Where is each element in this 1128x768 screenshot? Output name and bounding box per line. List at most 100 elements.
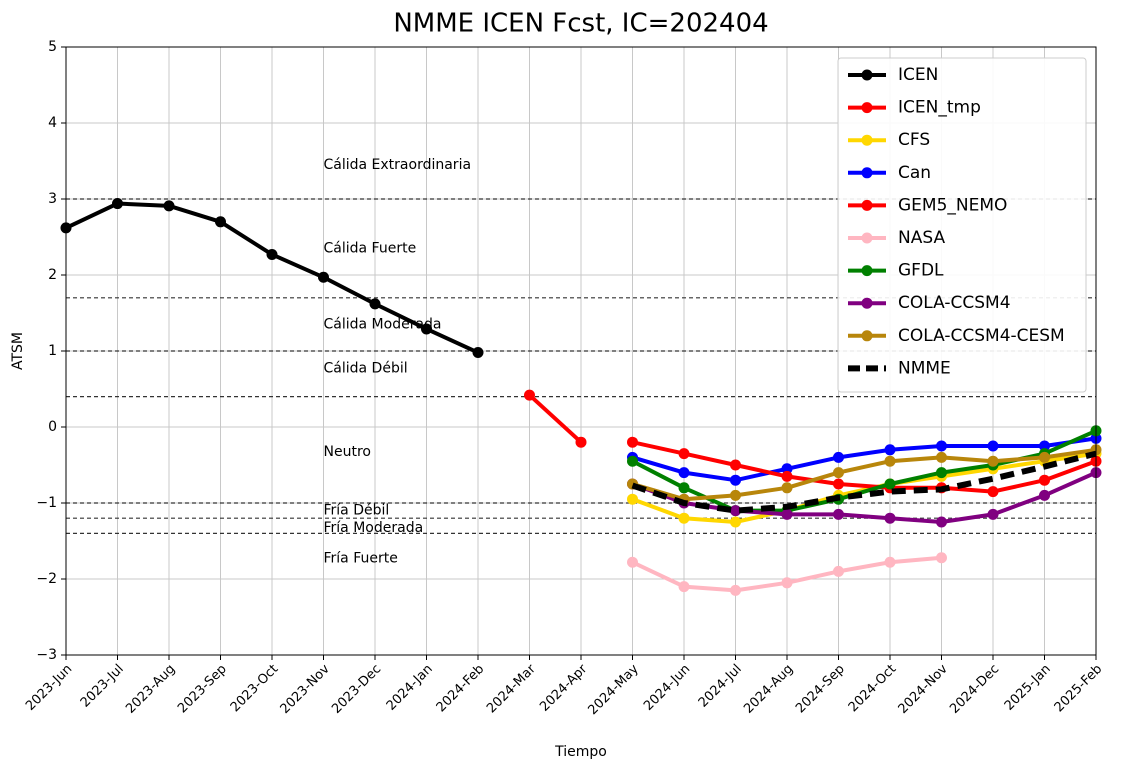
y-axis-label: ATSM	[10, 332, 26, 370]
series-marker	[730, 516, 741, 528]
series-marker	[730, 474, 741, 486]
series-line	[631, 470, 1097, 524]
y-tick-label: 2	[48, 267, 57, 283]
annotation: Fría Fuerte	[324, 550, 398, 566]
y-tick-label: 4	[48, 115, 57, 131]
series-marker	[1039, 451, 1050, 463]
y-tick-label: 0	[48, 419, 57, 435]
legend-label: GEM5_NEMO	[898, 195, 1007, 215]
x-tick-label: 2024-Jan	[384, 662, 436, 714]
series-marker	[318, 271, 329, 283]
series-marker	[730, 505, 741, 517]
legend-label: NMME	[898, 358, 951, 378]
legend-marker	[861, 69, 873, 81]
y-tick-label: 1	[48, 343, 57, 359]
annotation: Fría Débil	[324, 503, 390, 519]
series-marker	[781, 577, 793, 589]
series-line	[631, 436, 1097, 483]
x-tick-label: 2024-Aug	[741, 662, 796, 717]
x-tick-label: 2024-Sep	[793, 662, 848, 717]
x-tick-label: 2023-Dec	[329, 662, 384, 717]
legend-label: ICEN_tmp	[898, 98, 981, 118]
x-tick-label: 2023-Nov	[278, 661, 333, 716]
series-marker	[215, 216, 226, 228]
series-marker	[987, 455, 999, 467]
chart-title: NMME ICEN Fcst, IC=202404	[393, 9, 768, 39]
legend-label: NASA	[898, 228, 945, 248]
x-tick-label: 2025-Jan	[1002, 662, 1054, 714]
series-marker	[987, 508, 999, 520]
legend-marker	[861, 265, 873, 277]
series-marker	[781, 482, 793, 494]
x-tick-label: 2023-Aug	[123, 662, 178, 717]
series-marker	[1039, 489, 1050, 501]
x-tick-label: 2024-Feb	[434, 662, 488, 716]
series-marker	[369, 298, 381, 310]
legend-marker	[861, 330, 873, 342]
x-tick-label: 2024-Jun	[641, 662, 693, 714]
x-tick-label: 2023-Jul	[78, 662, 127, 711]
series-marker	[1039, 440, 1050, 452]
legend-marker	[861, 232, 873, 244]
series-marker	[627, 436, 638, 448]
x-tick-label: 2024-Jul	[696, 662, 745, 711]
annotation: Neutro	[324, 444, 371, 460]
legend-label: CFS	[898, 130, 930, 150]
series-marker	[678, 467, 690, 479]
series-marker	[575, 436, 587, 448]
x-tick-label: 2025-Feb	[1052, 662, 1106, 716]
series-marker	[884, 444, 896, 456]
legend-label: Can	[898, 163, 931, 183]
series-marker	[781, 508, 793, 520]
legend-marker	[861, 134, 873, 146]
y-tick-label: −2	[36, 571, 57, 587]
y-tick-label: 5	[48, 39, 57, 55]
series-marker	[833, 508, 844, 520]
series-marker	[627, 556, 638, 568]
legend-marker	[861, 199, 873, 211]
series-marker	[936, 467, 947, 479]
legend-label: COLA-CCSM4-CESM	[898, 326, 1065, 346]
y-tick-label: 3	[48, 191, 57, 207]
series-marker	[936, 440, 947, 452]
series-line	[632, 440, 1097, 494]
series-line	[528, 393, 583, 444]
series-marker	[1039, 474, 1050, 486]
series-marker	[678, 512, 690, 524]
legend-marker	[861, 102, 873, 114]
x-tick-label: 2024-May	[585, 661, 642, 718]
series-marker	[730, 459, 741, 471]
series-marker	[112, 198, 123, 210]
annotation: Cálida Extraordinaria	[324, 157, 472, 173]
plot-frame	[65, 46, 1097, 656]
series-marker	[421, 323, 432, 335]
series-marker	[833, 467, 844, 479]
series-marker	[833, 565, 844, 577]
legend-marker	[861, 167, 873, 179]
series-marker	[678, 482, 690, 494]
series-line	[631, 447, 1097, 502]
legend-label: COLA-CCSM4	[898, 293, 1011, 313]
series-marker	[833, 478, 844, 490]
series-marker	[627, 493, 638, 505]
series-marker	[884, 512, 896, 524]
series-marker	[833, 451, 844, 463]
y-tick-label: −1	[36, 495, 57, 511]
series-marker	[987, 486, 999, 498]
series-marker	[884, 478, 896, 490]
legend-label: ICEN	[898, 65, 938, 85]
series-marker	[627, 455, 638, 467]
series-marker	[781, 463, 793, 475]
y-tick-label: −3	[36, 647, 57, 663]
series-marker	[678, 581, 690, 593]
series-marker	[884, 556, 896, 568]
legend-marker	[861, 297, 873, 309]
series-marker	[730, 584, 741, 596]
x-tick-label: 2023-Oct	[228, 662, 281, 715]
x-tick-label: 2024-Mar	[484, 661, 539, 716]
x-tick-label: 2023-Jun	[23, 662, 75, 714]
series-marker	[472, 347, 484, 359]
series-marker	[163, 200, 175, 212]
